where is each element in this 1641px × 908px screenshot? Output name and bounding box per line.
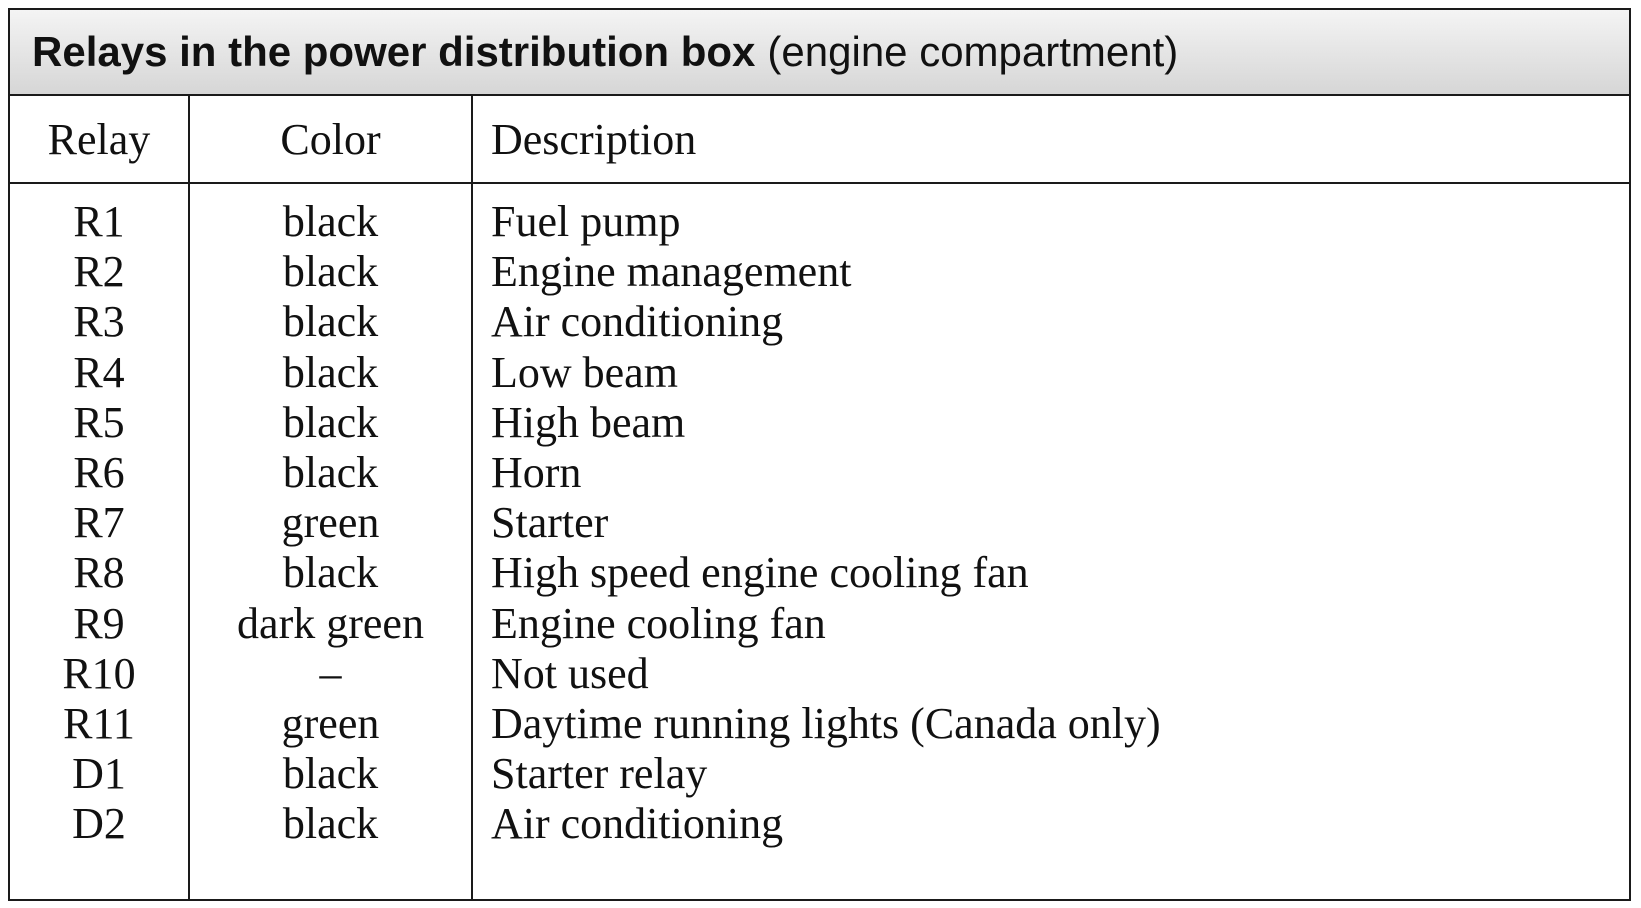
color-cell: black [282,347,379,397]
description-cell: Air conditioning [491,799,784,849]
relay-cell: R4 [73,347,125,397]
color-cell: – [319,648,342,698]
table-row: R10 – Not used [10,648,1629,702]
description-cell: Starter [491,498,609,548]
column-divider-relay-color [188,96,190,899]
color-cell: black [282,197,379,246]
relay-cell: R5 [73,397,125,447]
table-header-row [10,96,1629,184]
relay-cell: D1 [72,749,126,799]
description-cell: Daytime running lights (Canada only) [491,699,1161,748]
table-row: R3 black Air conditioning [10,300,1629,350]
color-cell: black [282,548,379,598]
relay-cell: R9 [73,598,125,648]
header-color: Color [280,115,381,164]
relay-cell: R10 [62,648,136,698]
description-cell: Horn [491,448,582,497]
table-row: R7 green Starter [10,501,1629,551]
column-divider-color-description [471,96,473,899]
description-cell: Fuel pump [491,197,681,246]
table-row: R6 black Horn [10,451,1629,501]
description-cell: Low beam [491,347,678,397]
color-cell: green [281,498,380,548]
table-title-qualifier: (engine compartment) [767,28,1179,75]
table-row: R11 green Daytime running lights (Canada o… [10,702,1629,752]
relay-cell: R11 [63,699,135,748]
relay-cell: D2 [72,799,126,849]
header-relay: Relay [47,115,151,164]
color-cell: black [282,247,379,297]
description-cell: Not used [491,648,649,698]
relay-cell: R8 [73,548,125,598]
color-cell: dark green [237,598,424,648]
table-row: D2 black Air conditioning [10,802,1629,852]
relay-cell: R2 [73,247,125,297]
color-cell: black [282,297,379,347]
description-cell: Engine cooling fan [491,598,826,648]
header-description: Description [491,115,697,164]
table-row: R2 black Engine management [10,250,1629,300]
table-row: R4 black Low beam [10,347,1629,401]
relay-cell: R3 [73,297,125,347]
description-cell: Air conditioning [491,297,784,347]
description-cell: Starter relay [491,749,708,799]
table-row: R8 black High speed engine cooling fan [10,551,1629,601]
relay-cell: R7 [73,498,125,548]
description-cell: High speed engine cooling fan [491,548,1029,598]
color-cell: black [282,799,379,849]
table-row: R1 black Fuel pump [10,200,1629,250]
description-cell: High beam [491,397,686,447]
table-title: Relays in the power distribution box (en… [10,10,1629,96]
relay-cell: R1 [73,197,125,246]
color-cell: green [281,699,380,748]
color-cell: black [282,749,379,799]
relay-table: Relays in the power distribution box (en… [8,8,1631,901]
table-row: R5 black High beam [10,397,1629,451]
table-row: R9 dark green Engine cooling fan [10,598,1629,652]
table-title-main: Relays in the power distribution box [32,28,756,75]
table-row: D1 black Starter relay [10,752,1629,802]
description-cell: Engine management [491,247,852,297]
color-cell: black [282,397,379,447]
relay-cell: R6 [73,448,125,497]
color-cell: black [282,448,379,497]
